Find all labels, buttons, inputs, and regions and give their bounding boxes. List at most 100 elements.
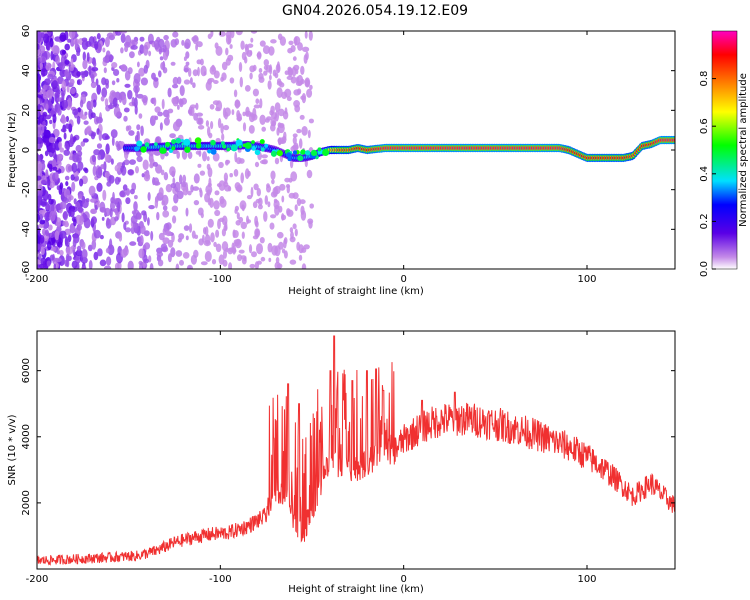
noise-blotch	[191, 230, 196, 239]
noise-blotch	[167, 253, 172, 263]
ridge-blob	[171, 139, 177, 145]
ridge-blob	[175, 137, 182, 144]
noise-blotch	[136, 212, 142, 220]
noise-blotch	[277, 263, 283, 269]
noise-blotch	[90, 208, 95, 214]
noise-blotch	[106, 256, 112, 266]
noise-blotch	[52, 166, 58, 171]
noise-blotch	[278, 108, 285, 117]
noise-blotch	[176, 190, 184, 200]
noise-blotch	[147, 217, 150, 226]
noise-blotch	[187, 265, 192, 269]
noise-blotch	[203, 227, 207, 235]
noise-blotch	[274, 245, 281, 257]
noise-blotch	[139, 235, 144, 246]
noise-blotch	[153, 181, 161, 186]
noise-blotch	[169, 133, 176, 139]
noise-blotch	[270, 214, 277, 219]
noise-blotch	[212, 152, 220, 162]
noise-blotch	[49, 119, 53, 125]
noise-blotch	[256, 51, 262, 60]
noise-blotch	[136, 124, 141, 131]
noise-blotch	[135, 166, 139, 174]
noise-blotch	[269, 222, 275, 230]
noise-blotch	[228, 262, 233, 269]
ridge-blob	[226, 147, 231, 152]
noise-blotch	[44, 150, 49, 157]
noise-blotch	[64, 69, 70, 78]
noise-blotch	[272, 186, 279, 197]
noise-blotch	[139, 44, 145, 54]
ridge-blob	[210, 148, 217, 155]
noise-blotch	[277, 137, 282, 146]
noise-blotch	[221, 228, 226, 237]
noise-blotch	[190, 254, 197, 265]
noise-blotch	[259, 237, 265, 244]
noise-blotch	[288, 40, 294, 46]
noise-blotch	[252, 201, 258, 209]
noise-blotch	[286, 208, 291, 216]
noise-blotch	[37, 31, 42, 42]
noise-blotch	[269, 64, 273, 75]
noise-blotch	[210, 121, 214, 130]
noise-blotch	[290, 171, 298, 182]
noise-blotch	[295, 76, 300, 83]
noise-blotch	[260, 159, 267, 165]
noise-blotch	[128, 130, 135, 136]
noise-blotch	[170, 247, 176, 258]
spectrogram-y-tick-label: -40	[21, 221, 32, 237]
noise-blotch	[37, 127, 42, 137]
noise-blotch	[65, 253, 70, 263]
noise-blotch	[163, 34, 169, 41]
noise-blotch	[47, 31, 52, 37]
noise-blotch	[116, 112, 123, 117]
noise-blotch	[244, 56, 248, 64]
noise-blotch	[192, 186, 200, 191]
noise-blotch	[124, 83, 131, 88]
noise-blotch	[77, 107, 81, 113]
noise-blotch	[241, 231, 245, 239]
noise-blotch	[195, 102, 199, 110]
noise-blotch	[52, 114, 57, 124]
noise-blotch	[137, 61, 140, 68]
noise-blotch	[39, 257, 47, 266]
noise-blotch	[120, 33, 126, 44]
noise-blotch	[37, 259, 41, 265]
noise-blotch	[167, 239, 174, 248]
ridge-blob	[317, 147, 322, 152]
noise-blotch	[241, 204, 245, 210]
noise-blotch	[254, 161, 260, 168]
noise-blotch	[42, 190, 49, 201]
noise-blotch	[294, 228, 298, 237]
noise-blotch	[118, 233, 123, 242]
noise-blotch	[72, 108, 79, 116]
snr-frame	[36, 330, 676, 570]
noise-blotch	[278, 205, 283, 213]
noise-blotch	[94, 41, 99, 50]
snr-x-ticks: -200 -100 0 100	[26, 331, 597, 585]
noise-blotch	[125, 35, 132, 46]
noise-blotch	[70, 58, 74, 68]
noise-blotch	[181, 39, 185, 46]
noise-blotch	[130, 44, 138, 50]
noise-blotch	[175, 263, 180, 269]
noise-blotch	[82, 59, 88, 70]
noise-blotch	[40, 246, 45, 256]
noise-blotch	[284, 107, 288, 115]
noise-blotch	[99, 259, 107, 267]
noise-blotch	[123, 107, 130, 113]
noise-blotch	[187, 151, 193, 159]
noise-blotch	[124, 227, 132, 233]
noise-blotch	[196, 112, 204, 117]
ridge-blob	[259, 139, 265, 145]
noise-blotch	[61, 91, 65, 101]
noise-blotch	[272, 69, 277, 77]
noise-blotch	[263, 59, 269, 67]
noise-blotch	[59, 230, 67, 239]
noise-blotch	[267, 80, 272, 90]
noise-blotch	[96, 182, 103, 192]
noise-blotch	[298, 254, 303, 261]
noise-blotch	[59, 249, 64, 256]
noise-blotch	[112, 97, 118, 107]
